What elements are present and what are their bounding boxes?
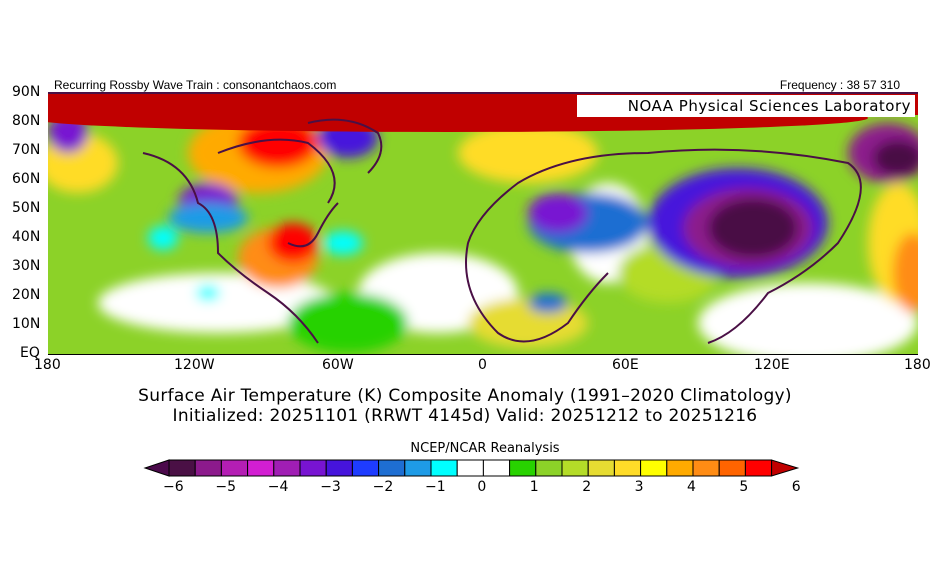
lat-label: 70N <box>12 142 41 158</box>
lon-label: 120W <box>174 357 215 373</box>
colorbar-swatch <box>220 459 249 477</box>
colorbar-tick-label: 5 <box>739 479 749 495</box>
lat-label: 10N <box>12 316 41 332</box>
map-bottom-border <box>48 354 918 355</box>
lat-label: 40N <box>12 229 41 245</box>
colorbar-swatch <box>404 459 432 477</box>
colorbar-high-extend <box>771 459 800 477</box>
header-left-text: Recurring Rossby Wave Train : consonantc… <box>54 78 337 92</box>
lon-label: 60W <box>322 357 354 373</box>
colorbar-swatch <box>378 459 406 477</box>
lat-label: EQ <box>20 345 40 361</box>
colorbar-tick-label: −6 <box>163 479 184 495</box>
colorbar-swatch <box>430 459 458 477</box>
colorbar-swatch <box>666 459 694 477</box>
lat-label: 60N <box>12 171 41 187</box>
colorbar-swatch <box>325 459 353 477</box>
colorbar-swatch <box>482 459 511 477</box>
lon-label: 0 <box>478 357 487 373</box>
colorbar-swatch <box>247 459 275 477</box>
lon-label: 180 <box>904 357 930 373</box>
colorbar-tick-label: 4 <box>687 479 696 495</box>
colorbar-swatch <box>718 459 746 477</box>
colorbar-swatch <box>194 459 222 477</box>
coastlines <box>142 118 862 344</box>
title-line-1: Surface Air Temperature (K) Composite An… <box>138 386 792 406</box>
map-top-border <box>48 92 918 94</box>
lon-label: 180 <box>34 357 61 373</box>
colorbar-tick-label: 1 <box>529 479 539 495</box>
colorbar-swatch <box>273 459 301 477</box>
lat-label: 30N <box>12 258 41 274</box>
lat-label: 50N <box>12 200 41 216</box>
colorbar-swatch <box>613 459 642 477</box>
colorbar-swatch <box>535 459 563 477</box>
colorbar-tick-label: −2 <box>372 479 394 495</box>
colorbar-swatch <box>744 459 773 477</box>
colorbar-tick-label: −1 <box>425 479 446 495</box>
colorbar-swatch <box>456 459 484 477</box>
title-line-2: Initialized: 20251101 (RRWT 4145d) Valid… <box>172 406 758 426</box>
colorbar-low-extend <box>143 459 170 477</box>
lon-label: 60E <box>612 357 639 373</box>
temperature-anomaly-map <box>48 93 918 354</box>
colorbar-tick-label: 3 <box>634 479 644 495</box>
colorbar-swatch <box>351 459 380 477</box>
colorbar-tick-label: 0 <box>477 479 487 495</box>
colorbar-swatch <box>168 459 196 477</box>
colorbar-tick-label: −3 <box>320 479 341 495</box>
anomaly-field <box>48 113 918 354</box>
colorbar-swatch <box>587 459 615 477</box>
colorbar-tick-label: 2 <box>582 479 592 495</box>
colorbar-swatch <box>299 459 327 477</box>
header-frequency-text: Frequency : 38 57 310 <box>779 78 900 92</box>
colorbar-swatch <box>561 459 589 477</box>
lon-label: 120E <box>754 357 790 373</box>
colorbar-swatch <box>640 459 668 477</box>
lat-label: 20N <box>12 287 41 303</box>
colorbar-source-label: NCEP/NCAR Reanalysis <box>410 441 560 456</box>
colorbar-swatch <box>509 459 537 477</box>
colorbar-tick-label: −5 <box>215 479 237 495</box>
colorbar-swatch <box>692 459 720 477</box>
colorbar-tick-label: −4 <box>267 479 289 495</box>
lat-label: 90N <box>12 84 41 100</box>
noaa-logo-text: NOAA Physical Sciences Laboratory <box>577 95 915 117</box>
lat-label: 80N <box>12 113 41 129</box>
colorbar-tick-label: 6 <box>791 479 801 495</box>
